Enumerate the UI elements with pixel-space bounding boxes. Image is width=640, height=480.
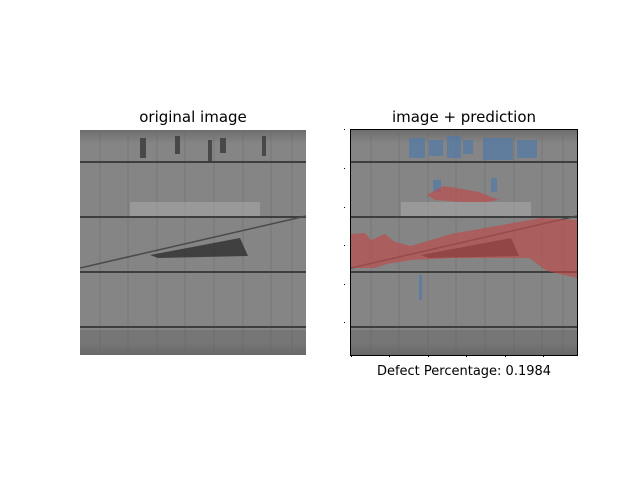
x-tick (351, 355, 352, 357)
defect-percentage-label: Defect Percentage: 0.1984 (376, 364, 552, 379)
y-tick (344, 129, 345, 130)
original-image (80, 130, 306, 355)
y-tick (344, 207, 345, 208)
x-tick (389, 355, 390, 357)
right-panel-title: image + prediction (391, 108, 537, 126)
y-tick (344, 284, 345, 285)
y-tick (344, 245, 345, 246)
x-tick (428, 355, 429, 357)
y-tick (344, 322, 345, 323)
left-panel-title: original image (139, 108, 247, 126)
y-tick (344, 168, 345, 169)
defect-mask-blue (409, 136, 537, 300)
prediction-overlay-image (350, 129, 578, 356)
x-tick (466, 355, 467, 357)
defect-mask-red (351, 186, 577, 278)
x-tick (543, 355, 544, 357)
x-tick (505, 355, 506, 357)
